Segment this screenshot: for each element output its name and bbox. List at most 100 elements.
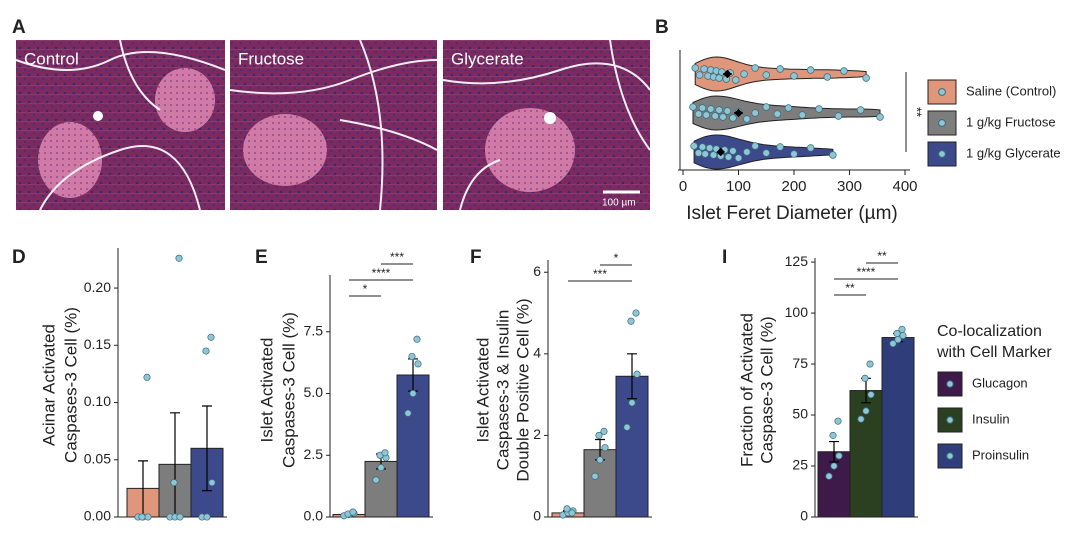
bar [881,337,915,518]
x-tick-label: 100 [726,178,751,195]
y-tick-label: 0 [800,508,808,524]
y-tick-label: 7.5 [304,322,324,338]
data-point [762,103,770,111]
data-point [701,150,709,158]
data-point [840,67,848,75]
data-point [790,72,798,80]
panel-label: D [12,247,26,268]
data-point [743,148,751,156]
data-point [723,107,732,115]
y-axis-label: Islet Activated [257,338,276,443]
data-point [806,66,815,74]
y-tick-label: 0.0 [304,508,324,524]
data-point [143,373,151,381]
data-point [829,151,837,159]
y-tick-label: 50 [792,406,808,422]
y-tick-label: 100 [785,304,809,320]
y-axis-label: Caspases-3 Cell (%) [61,307,80,463]
y-tick-label: 0.10 [84,393,111,409]
data-point [698,143,707,151]
data-point [138,513,146,521]
y-tick-label: 0.15 [84,336,111,352]
data-point [175,254,183,262]
significance: *** [390,250,404,264]
data-point [806,144,815,152]
data-point [830,462,838,470]
micrograph [442,39,651,211]
data-point [176,513,184,521]
y-tick-label: 0.20 [84,279,111,295]
data-point [690,142,698,150]
legend-label: 1 g/kg Glycerate [966,145,1061,160]
data-point [203,513,211,521]
significance: **** [857,265,876,279]
data-point [623,423,631,431]
significance: ** [877,249,887,263]
legend-title: Co-localization [937,323,1042,340]
panel-label: I [722,247,727,268]
data-point [784,104,793,112]
data-point [823,73,832,81]
legend-label: Proinsulin [972,447,1029,462]
data-point [694,149,703,157]
legend-label: Saline (Control) [966,83,1056,98]
legend-label: Insulin [972,411,1010,426]
y-tick-label: 0.05 [84,450,111,466]
legend-point [946,380,954,388]
data-point [899,331,907,340]
error-bar [829,440,839,463]
legend-title: with Cell Marker [936,344,1052,361]
data-point [709,151,718,159]
data-point [705,144,714,152]
y-axis-label: Caspases-3 Cell (%) [279,312,298,468]
data-point [751,109,759,117]
data-point [372,476,380,484]
data-point [825,472,833,480]
data-point [867,391,875,399]
panel-label: B [655,17,669,38]
data-point [208,479,216,487]
bar [396,374,430,518]
data-point [377,464,385,472]
scale-bar-label: 100 µm [602,198,636,209]
data-point [862,74,870,82]
data-point [762,71,770,79]
data-point [834,417,842,425]
data-point [834,112,843,120]
data-point [600,427,608,435]
y-axis-label: Fraction of Activated [737,313,756,467]
data-point [773,110,782,118]
data-point [349,508,357,516]
data-point [734,154,743,162]
data-point [601,444,609,452]
data-point [729,147,737,155]
data-point [829,431,837,439]
panel-label: E [255,247,268,268]
image-label: Control [24,49,79,68]
data-point [876,113,884,121]
y-tick-label: 5.0 [304,384,324,400]
legend-point [946,452,954,460]
y-tick-label: 2 [533,426,541,442]
data-point [715,106,723,114]
data-point [691,64,699,72]
data-point [409,389,417,398]
data-point [715,74,723,82]
data-point [862,407,870,415]
data-point [866,360,874,368]
y-tick-label: 75 [792,355,808,371]
data-point [700,65,708,73]
data-point [751,142,759,150]
micrograph [229,39,438,211]
data-point [857,415,865,423]
y-axis-label: Caspases-3 & Insulin [493,310,512,471]
significance: * [614,251,619,265]
data-point [633,370,641,378]
data-point [740,70,748,78]
data-point [776,143,784,151]
data-point [724,153,733,161]
y-tick-label: 6 [533,263,541,279]
data-point [591,472,599,480]
significance: ** [910,107,925,117]
